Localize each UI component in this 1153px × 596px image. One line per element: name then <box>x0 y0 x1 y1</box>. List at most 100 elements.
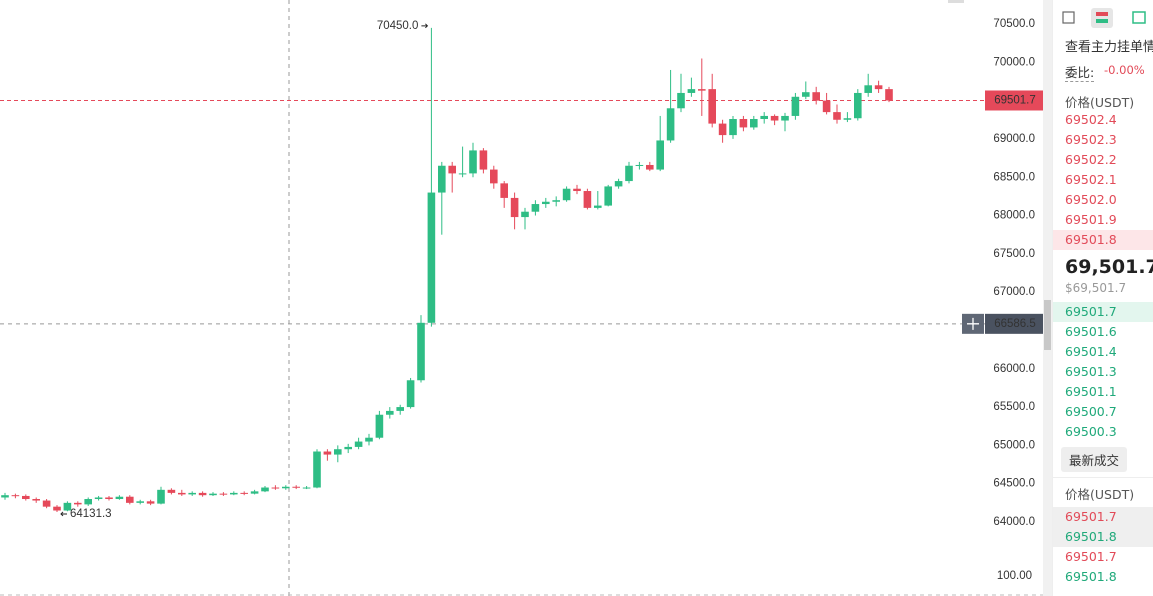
book-row[interactable]: 69501.7 <box>1053 302 1153 322</box>
candle-body <box>729 119 737 136</box>
candle-body <box>666 108 675 141</box>
y-tick-label: 64500.0 <box>993 478 1035 490</box>
candle-body <box>822 100 831 113</box>
candle-body <box>635 164 644 166</box>
candle-body <box>115 496 124 500</box>
candle-body <box>365 437 373 442</box>
high-arrow <box>421 23 429 29</box>
candle-body <box>646 164 654 170</box>
candle-body <box>750 119 758 128</box>
low-annotation: 64131.3 <box>70 508 112 520</box>
candle-body <box>739 119 748 128</box>
candle-body <box>11 495 20 497</box>
candle-body <box>240 492 248 494</box>
candle-body <box>126 496 134 503</box>
crosshair-plus <box>967 317 979 330</box>
candle-body <box>396 407 404 411</box>
candle-body <box>74 502 82 505</box>
candle-body <box>32 499 40 501</box>
scroll-thumb[interactable] <box>1044 300 1051 350</box>
candle-body <box>375 414 384 438</box>
candle-body <box>344 446 352 450</box>
candle-body <box>157 489 165 504</box>
scrollbar[interactable] <box>1043 0 1052 596</box>
candle-body <box>188 492 196 495</box>
y-tick-label: 69000.0 <box>993 133 1035 145</box>
candle-body <box>302 487 311 489</box>
y-tick-label: 65000.0 <box>993 439 1035 451</box>
book-row[interactable]: 69501.3 <box>1065 364 1117 379</box>
book-row[interactable]: 69501.1 <box>1065 384 1117 399</box>
crosshair-tag-bg <box>985 313 1043 334</box>
candle-body <box>521 211 529 218</box>
candle-body <box>656 140 664 170</box>
book-row[interactable]: 69501.8 <box>1053 230 1153 250</box>
candle-body <box>874 85 883 90</box>
candle-body <box>594 205 602 208</box>
price-header: 价格(USDT) <box>1065 95 1135 110</box>
candle-body <box>427 192 436 323</box>
book-row[interactable]: 69502.3 <box>1065 132 1117 147</box>
candle-body <box>479 150 488 170</box>
candle-body <box>864 85 872 93</box>
candle-body <box>490 169 498 184</box>
candle-body <box>261 487 269 492</box>
book-row[interactable]: 69501.7 <box>1053 507 1153 527</box>
icon-active[interactable] <box>1091 8 1113 28</box>
candle-body <box>53 506 61 511</box>
candle-body <box>469 150 477 174</box>
candle-body <box>63 502 72 511</box>
book-row[interactable]: 69502.1 <box>1065 172 1117 187</box>
book-row[interactable]: 69501.8 <box>1053 527 1153 547</box>
y-tick-label: 65500.0 <box>993 401 1035 413</box>
candle-body <box>625 165 633 182</box>
candle-body <box>833 112 841 120</box>
candle-body <box>1 495 9 498</box>
y-tick-label: 66000.0 <box>993 363 1035 375</box>
candle-body <box>677 92 685 109</box>
candle-body <box>698 89 706 91</box>
candle-body <box>354 441 363 447</box>
book-row[interactable]: 69501.8 <box>1065 569 1117 584</box>
book-row[interactable]: 69502.2 <box>1065 152 1117 167</box>
handle <box>948 0 964 3</box>
main-orders-link[interactable]: 查看主力挂单情 <box>1065 40 1153 55</box>
book-row[interactable]: 69501.7 <box>1065 549 1117 564</box>
candle-body <box>843 118 852 120</box>
trades-tab[interactable]: 最新成交 <box>1061 447 1128 472</box>
candle-body <box>282 486 290 489</box>
icon[interactable] <box>1132 11 1146 24</box>
candle-body <box>802 92 810 97</box>
candle-body <box>542 201 550 205</box>
candle-body <box>614 181 623 187</box>
ratio-label: 委比: <box>1065 62 1095 82</box>
book-row[interactable]: 69500.7 <box>1065 404 1117 419</box>
candle-body <box>105 497 113 500</box>
candle-body <box>136 501 144 503</box>
candle-body <box>178 492 186 495</box>
candle-body <box>386 410 394 415</box>
book-row[interactable]: 69502.0 <box>1065 192 1117 207</box>
candle-body <box>198 492 207 496</box>
candle-body <box>448 165 456 174</box>
chart: 64000.064500.065000.065500.066000.066500… <box>0 0 1043 596</box>
candle-body <box>573 188 581 192</box>
y-tick-label: 64000.0 <box>993 516 1035 528</box>
candle-body <box>604 186 612 206</box>
book-row[interactable]: 69501.6 <box>1065 324 1117 339</box>
book-row[interactable]: 69501.9 <box>1065 212 1117 227</box>
candle-body <box>230 492 238 495</box>
y-tick-label: 70000.0 <box>993 56 1035 68</box>
toolbar-icons <box>1062 8 1146 28</box>
candle-body <box>687 89 696 93</box>
candle-body <box>42 500 51 507</box>
book-row[interactable]: 69500.3 <box>1065 424 1117 439</box>
icon[interactable] <box>1062 11 1075 24</box>
candle-body <box>854 92 862 119</box>
candle-body <box>812 92 820 101</box>
book-row[interactable]: 69501.4 <box>1065 344 1117 359</box>
book-row[interactable]: 69502.4 <box>1065 112 1117 127</box>
candle-body <box>531 204 540 212</box>
candle-body <box>500 183 508 198</box>
